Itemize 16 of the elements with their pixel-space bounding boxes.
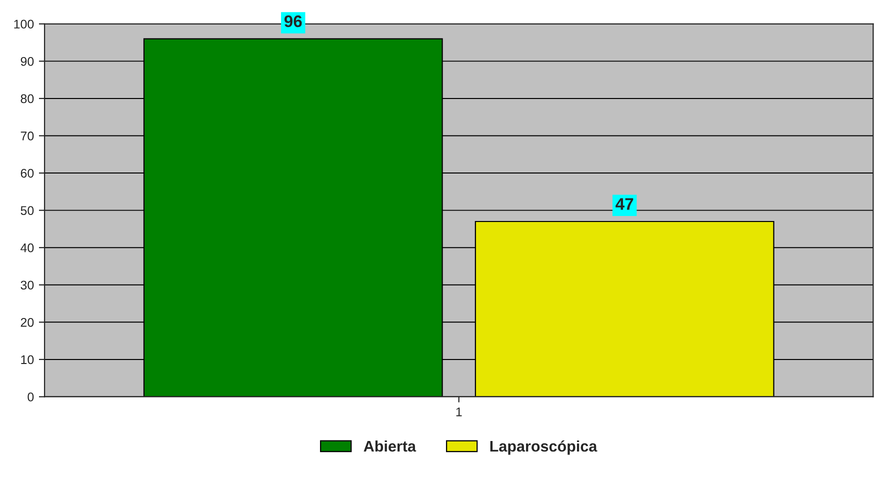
data-label: 96: [284, 15, 302, 28]
y-tick-label: 60: [20, 168, 34, 178]
y-tick-label: 20: [20, 318, 34, 327]
y-tick-label: 70: [20, 132, 34, 140]
data-label: 47: [616, 198, 634, 210]
legend-label: Abierta: [364, 440, 416, 452]
y-tick-label: 80: [20, 94, 34, 104]
y-tick-label: 90: [20, 56, 34, 66]
y-tick-label: 0: [28, 392, 34, 402]
legend-label: Laparoscópica: [490, 440, 598, 455]
y-tick-label: 100: [14, 20, 34, 29]
y-tick-label: 10: [21, 355, 34, 364]
y-tick-label: 50: [20, 206, 34, 215]
y-tick-label: 40: [20, 243, 34, 252]
x-tick-label: 1: [456, 408, 462, 416]
y-tick-label: 30: [20, 280, 34, 290]
